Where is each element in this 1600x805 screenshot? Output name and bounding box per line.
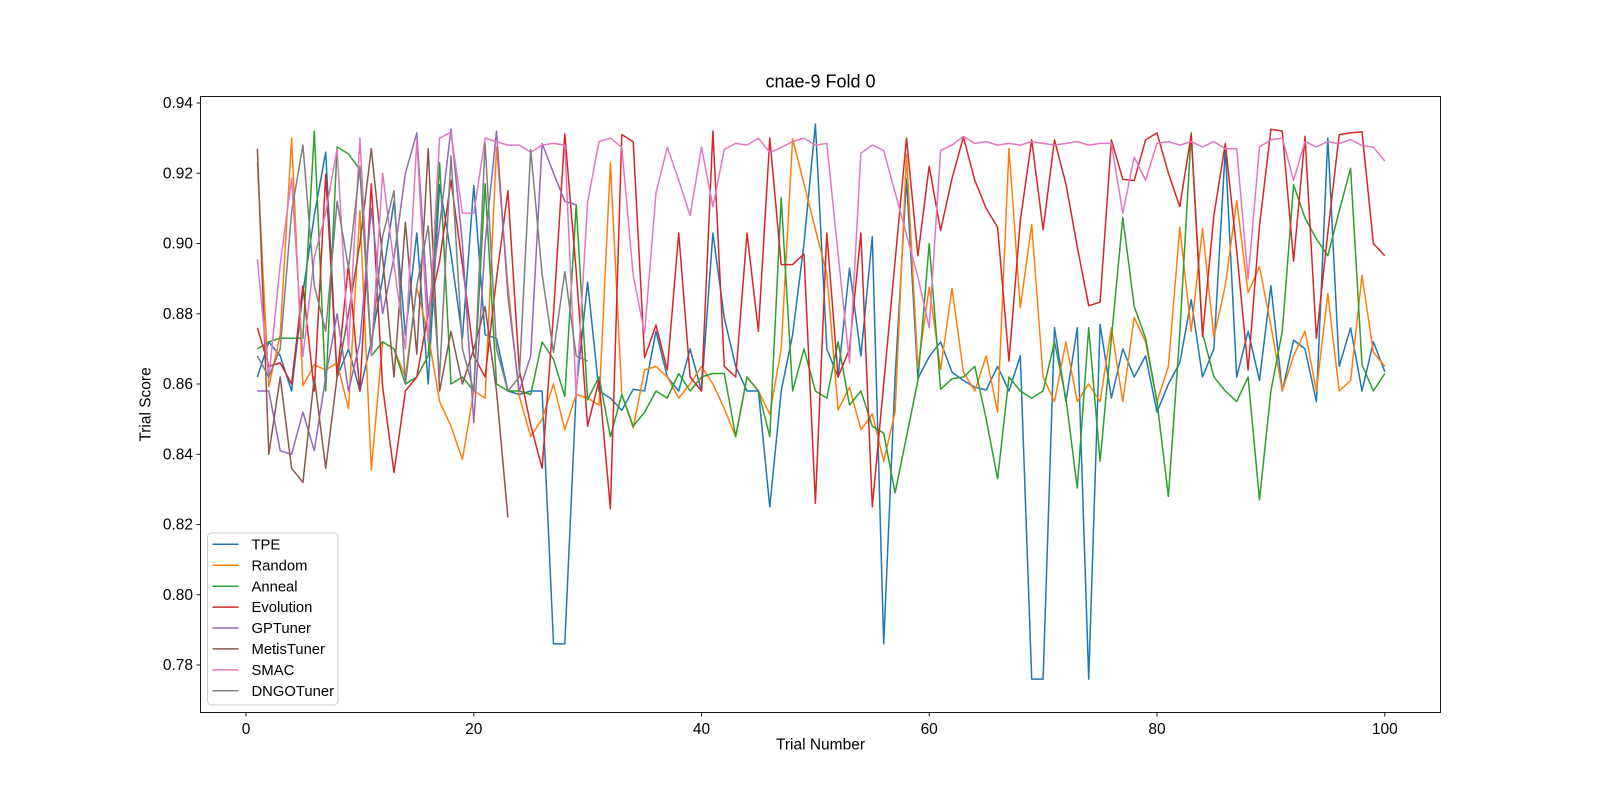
svg-text:TPE: TPE	[252, 537, 281, 553]
svg-text:0: 0	[242, 721, 251, 738]
svg-text:0.90: 0.90	[163, 236, 194, 253]
svg-text:0.78: 0.78	[163, 657, 193, 674]
svg-text:Trial Number: Trial Number	[776, 737, 865, 754]
svg-text:20: 20	[465, 721, 483, 738]
svg-text:0.80: 0.80	[163, 587, 194, 604]
svg-text:0.88: 0.88	[163, 306, 193, 323]
svg-text:100: 100	[1372, 721, 1398, 738]
svg-text:SMAC: SMAC	[252, 663, 295, 679]
svg-text:0.92: 0.92	[163, 165, 193, 182]
svg-text:Evolution: Evolution	[252, 600, 313, 616]
svg-text:40: 40	[693, 721, 711, 738]
svg-text:Anneal: Anneal	[252, 579, 298, 595]
svg-text:MetisTuner: MetisTuner	[252, 642, 326, 658]
svg-text:60: 60	[921, 721, 939, 738]
svg-text:Trial Score: Trial Score	[138, 367, 155, 441]
svg-text:0.84: 0.84	[163, 447, 194, 464]
svg-text:GPTuner: GPTuner	[252, 621, 312, 637]
svg-text:0.94: 0.94	[163, 95, 194, 112]
svg-text:DNGOTuner: DNGOTuner	[252, 684, 335, 700]
svg-text:cnae-9 Fold 0: cnae-9 Fold 0	[765, 72, 875, 92]
svg-text:0.82: 0.82	[163, 517, 193, 534]
svg-text:Random: Random	[252, 558, 308, 574]
svg-text:0.86: 0.86	[163, 376, 193, 393]
svg-text:80: 80	[1148, 721, 1166, 738]
